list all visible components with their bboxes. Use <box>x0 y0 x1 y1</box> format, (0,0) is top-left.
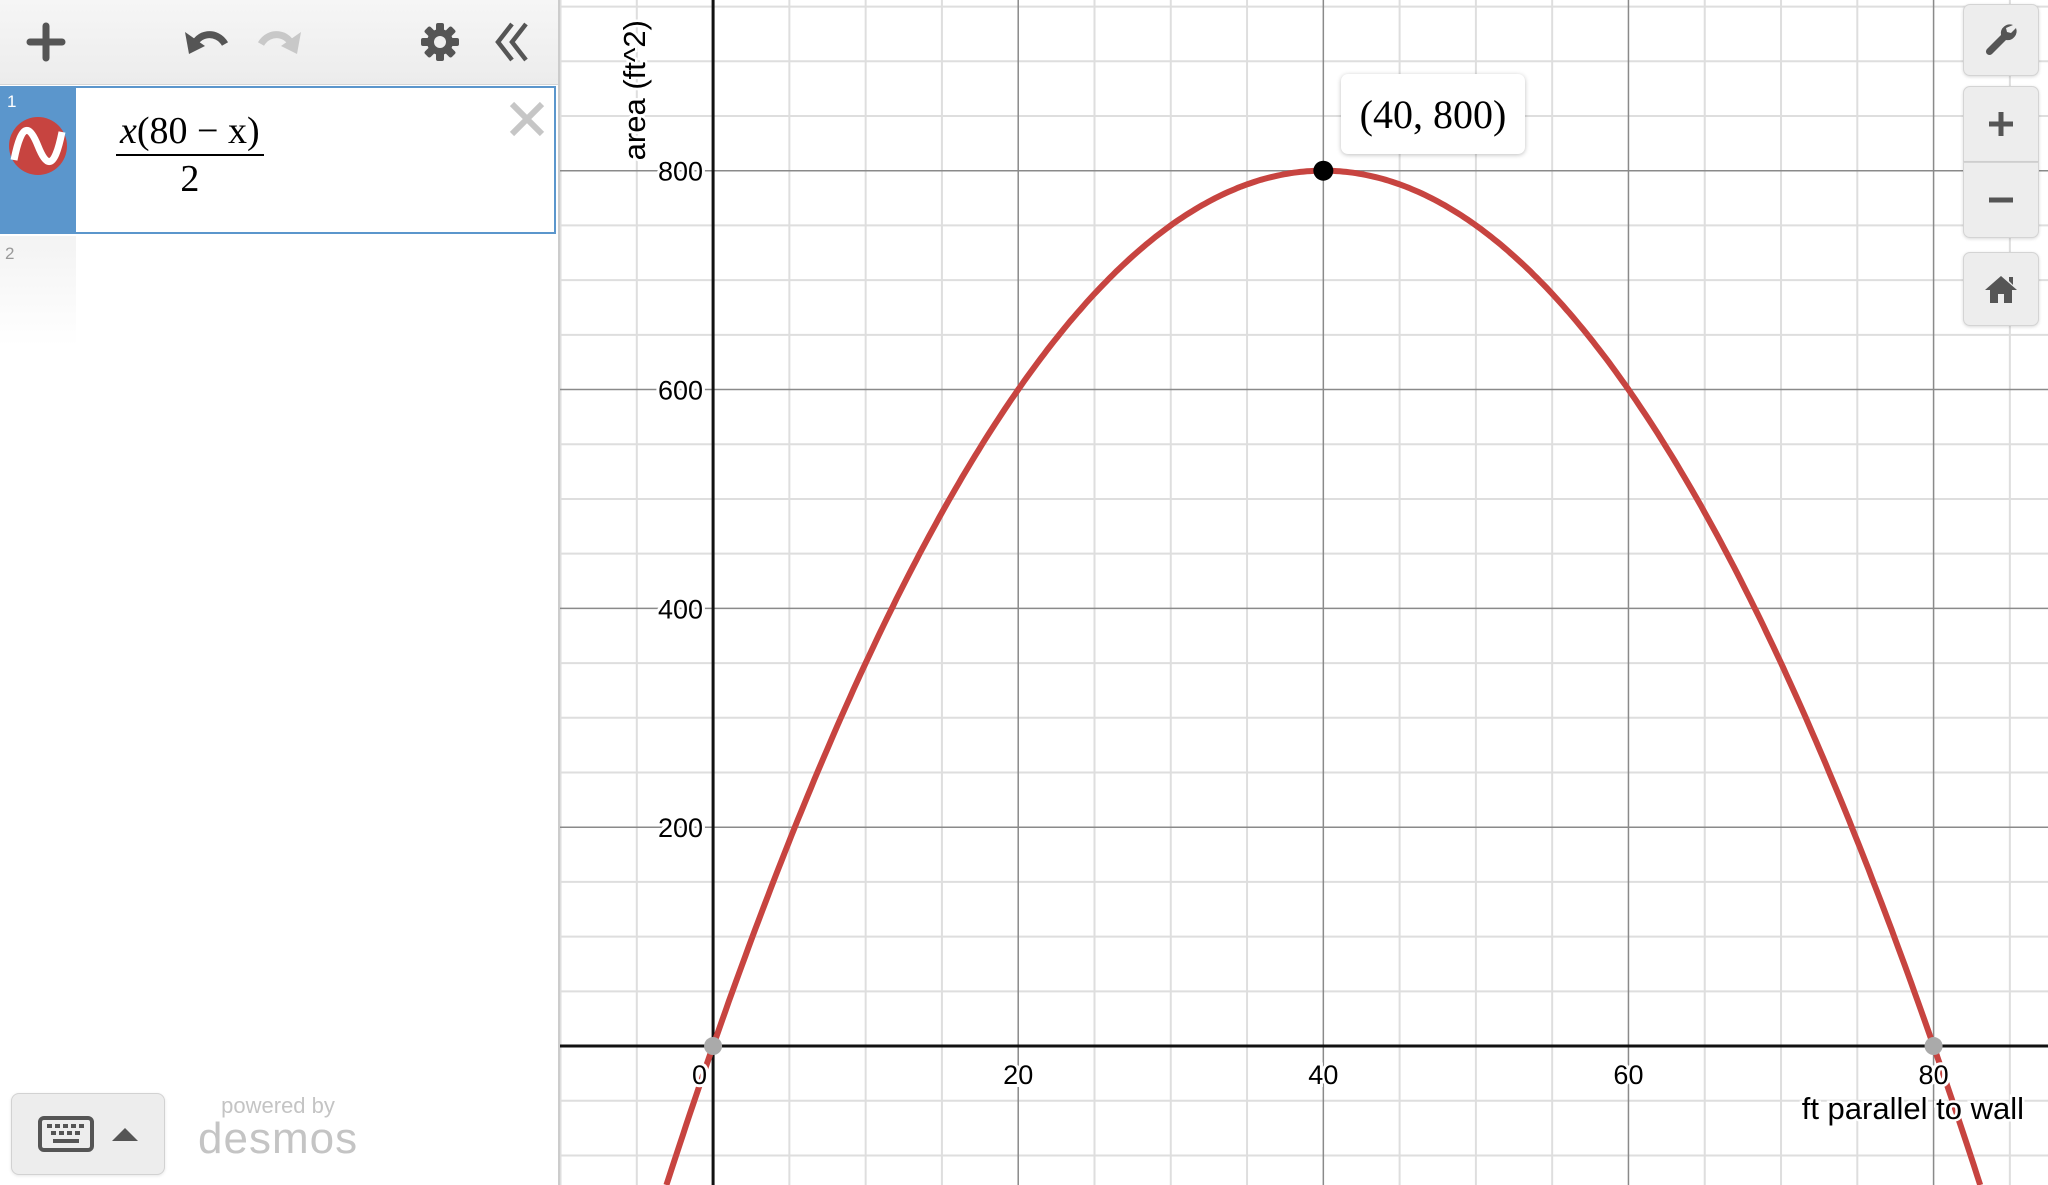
max-point[interactable] <box>1313 160 1334 181</box>
y-tick-label: 400 <box>658 594 703 624</box>
undo-button[interactable] <box>176 12 236 72</box>
x-tick-label: 0 <box>692 1060 707 1090</box>
gear-icon <box>421 23 459 61</box>
minor-gridlines <box>559 0 2048 1185</box>
tick-labels: 0 20 40 60 80 200 400 600 800 <box>655 154 1952 1093</box>
redo-icon <box>257 31 301 54</box>
undo-icon <box>185 31 229 54</box>
major-gridlines <box>559 0 2048 1185</box>
caret-up-icon <box>112 1128 138 1141</box>
x-tick-label: 40 <box>1308 1060 1338 1090</box>
expression-toolbar <box>0 0 558 85</box>
desmos-logo: desmos <box>198 1114 359 1163</box>
keyboard-toggle-button[interactable] <box>11 1093 165 1175</box>
desmos-branding[interactable]: powered by desmos <box>198 1093 359 1163</box>
default-viewport-button[interactable] <box>1963 252 2039 326</box>
zoom-in-icon <box>1989 112 2013 136</box>
intercept-point[interactable] <box>704 1037 723 1056</box>
zoom-in-button[interactable] <box>1963 86 2039 162</box>
expression-panel: 1 x(80 − x) 2 2 powered by desmos <box>0 0 560 1185</box>
graph-canvas[interactable]: 0 20 40 60 80 200 400 600 800 ft parallel to wal… <box>559 0 2048 1185</box>
keyboard-icon <box>38 1116 94 1152</box>
y-tick-label: 800 <box>658 157 703 187</box>
x-tick-label: 60 <box>1613 1060 1643 1090</box>
expression-item[interactable]: 1 x(80 − x) 2 <box>0 86 556 234</box>
y-tick-label: 600 <box>658 376 703 406</box>
powered-by-text: powered by <box>221 1093 335 1118</box>
expression-index: 1 <box>7 92 17 111</box>
zoom-out-button[interactable] <box>1963 162 2039 238</box>
numerator-text: (80 − x) <box>136 110 260 152</box>
x-tick-label: 80 <box>1919 1060 1949 1090</box>
wrench-icon <box>1985 24 2017 56</box>
y-axis-label: area (ft^2) <box>617 20 652 160</box>
expression-formula[interactable]: x(80 − x) 2 <box>116 108 264 202</box>
settings-button[interactable] <box>410 12 470 72</box>
points <box>704 160 1943 1056</box>
x-axis-label: ft parallel to wall <box>1802 1091 2024 1126</box>
delete-expression-icon[interactable] <box>508 100 546 138</box>
zoom-out-icon <box>1989 197 2013 203</box>
expression-item-empty[interactable]: 2 <box>0 236 556 346</box>
plus-icon <box>26 22 66 62</box>
redo-button[interactable] <box>250 12 310 72</box>
sine-wave-icon[interactable] <box>8 116 68 176</box>
y-tick-label: 200 <box>658 813 703 843</box>
intercept-point[interactable] <box>1924 1037 1943 1056</box>
axes <box>559 0 2048 1185</box>
point-coordinate-label[interactable]: (40, 800) <box>1341 74 1525 154</box>
denominator-text: 2 <box>180 158 200 200</box>
home-icon <box>1985 276 2017 303</box>
x-tick-label: 20 <box>1003 1060 1033 1090</box>
numerator-variable: x <box>120 110 137 152</box>
expression-index: 2 <box>5 244 15 263</box>
graph-settings-button[interactable] <box>1963 4 2039 76</box>
collapse-panel-button[interactable] <box>482 12 542 72</box>
expression-color-strip <box>0 236 76 346</box>
double-chevron-left-icon <box>495 22 528 62</box>
add-expression-button[interactable] <box>16 12 76 72</box>
